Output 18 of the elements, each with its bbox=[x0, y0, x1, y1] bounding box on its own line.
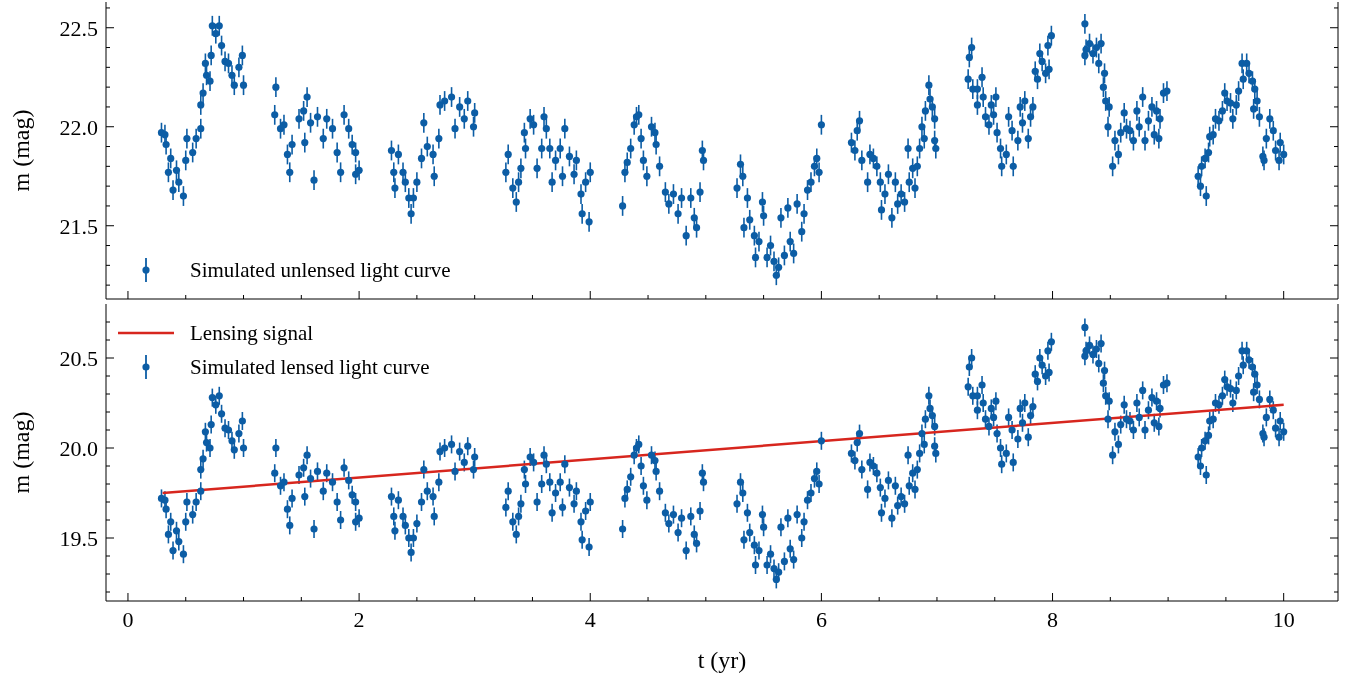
legend-label: Lensing signal bbox=[190, 320, 314, 347]
x-tick-label: 6 bbox=[815, 607, 827, 632]
x-tick-label: 2 bbox=[353, 607, 365, 632]
x-tick-label: 8 bbox=[1047, 607, 1059, 632]
legend-label: Simulated unlensed light curve bbox=[190, 257, 451, 284]
x-tick-label: 4 bbox=[584, 607, 596, 632]
x-tick-label: 10 bbox=[1272, 607, 1295, 632]
legend-label: Simulated lensed light curve bbox=[190, 354, 430, 381]
x-axis-title: t (yr) bbox=[697, 647, 747, 673]
y-tick-label: 22.5 bbox=[59, 15, 98, 41]
y-tick-label: 22.0 bbox=[59, 114, 98, 140]
y-tick-label: 20.0 bbox=[59, 436, 98, 461]
y-tick-label: 21.5 bbox=[59, 213, 98, 239]
y-axis-title: m (mag) bbox=[7, 109, 34, 192]
x-tick-label: 0 bbox=[122, 607, 134, 632]
y-tick-label: 19.5 bbox=[59, 526, 98, 551]
y-axis-title: m (mag) bbox=[7, 411, 34, 494]
y-tick-label: 20.5 bbox=[59, 346, 98, 371]
